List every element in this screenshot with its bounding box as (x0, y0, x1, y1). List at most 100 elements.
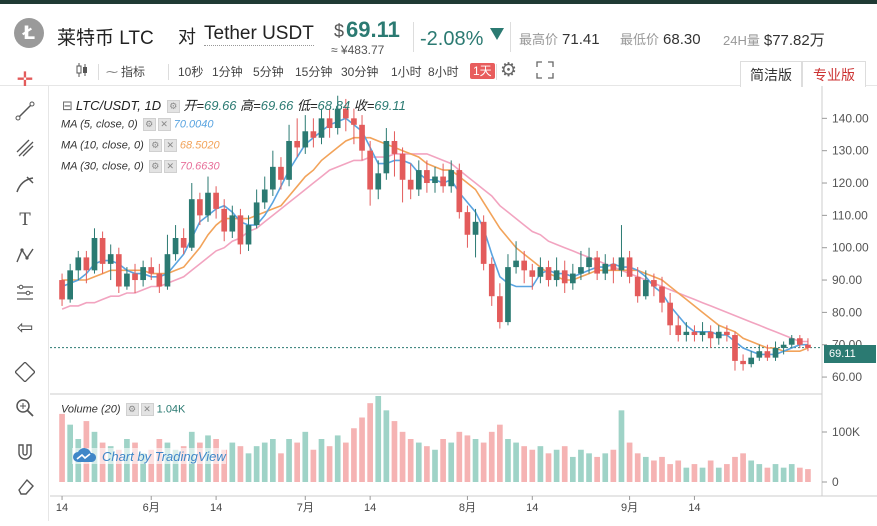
volume-bar (505, 439, 511, 482)
candle-body (634, 276, 641, 297)
price-tick-label: 130.00 (832, 144, 869, 158)
market-header: Ł 莱特币 LTC 对 Tether USDT $69.11 ≈ ¥483.77… (0, 4, 877, 58)
interval-1h[interactable]: 1小时 (391, 65, 422, 79)
volume-bar (724, 464, 730, 482)
back-arrow-icon[interactable]: ⇦ (16, 317, 34, 339)
tradingview-watermark[interactable]: Chart by TradingView (72, 448, 226, 464)
candle-body (440, 176, 446, 187)
currency-symbol: $ (334, 21, 345, 41)
text-tool-icon[interactable]: T (19, 210, 31, 230)
fullscreen-icon[interactable] (536, 61, 554, 82)
interval-30m[interactable]: 30分钟 (341, 65, 379, 79)
eraser-icon[interactable] (15, 476, 35, 496)
candle-body (67, 270, 73, 300)
chart-canvas[interactable]: 60.0070.0080.0090.00100.00110.00120.0013… (50, 86, 877, 521)
interval-15m[interactable]: 15分钟 (295, 65, 333, 79)
volume-bar (740, 453, 746, 482)
volume-bar (407, 439, 414, 482)
fib-lines-icon[interactable] (15, 138, 35, 158)
ma30-label: MA (30, close, 0) (61, 160, 144, 173)
candle-body (545, 267, 552, 281)
indicators-button[interactable]: ⁓ 指标 (106, 63, 145, 80)
candle-body (59, 280, 65, 300)
interval-1m[interactable]: 1分钟 (212, 65, 243, 79)
candle-body (205, 192, 211, 216)
candle-body (586, 257, 592, 268)
interval-8h[interactable]: 8小时 (428, 65, 459, 79)
candle-body (197, 199, 203, 216)
volume-bar (278, 453, 284, 482)
candle-body (561, 270, 568, 284)
volume-bar (748, 460, 755, 482)
candle-body (91, 238, 98, 271)
candle-type-icon[interactable] (75, 62, 89, 81)
price-tick-label: 80.00 (832, 305, 862, 319)
ma10-settings-icon[interactable]: ⚙ (148, 139, 162, 152)
candle-body (505, 267, 511, 323)
time-tick-label: 9月 (621, 502, 638, 514)
watermark-text: Chart by TradingView (102, 448, 226, 464)
candle-body (326, 118, 333, 129)
candle-body (805, 344, 811, 348)
candle-body (294, 140, 301, 148)
settings-gear-icon[interactable]: ⚙ (500, 60, 518, 81)
volume-settings-icon[interactable]: ⚙ (125, 403, 139, 416)
zoom-in-icon[interactable] (15, 398, 35, 418)
candle-body (610, 263, 617, 271)
ma30-settings-icon[interactable]: ⚙ (148, 160, 162, 173)
legend-collapse-icon[interactable]: ⊟ (62, 98, 73, 113)
volume-bar (107, 446, 114, 482)
brush-icon[interactable] (15, 174, 35, 194)
ma5-settings-icon[interactable]: ⚙ (142, 118, 156, 131)
volume-bar (383, 410, 390, 482)
legend-settings-icon[interactable]: ⚙ (166, 100, 180, 114)
indicators-label: 指标 (121, 65, 146, 79)
candle-body (788, 338, 795, 345)
interval-10s[interactable]: 10秒 (178, 65, 204, 79)
candle-body (424, 170, 430, 184)
candle-body (407, 179, 414, 190)
volume-bar (180, 446, 187, 482)
ruler-icon[interactable] (14, 361, 36, 383)
volume-bar (634, 453, 641, 482)
ma30-close-icon[interactable]: ✕ (163, 160, 177, 173)
interval-5m[interactable]: 5分钟 (253, 65, 284, 79)
pro-mode-tab[interactable]: 专业版 (802, 61, 866, 87)
quote-currency-selector[interactable]: Tether USDT (204, 23, 314, 46)
candle-body (132, 273, 138, 281)
magnet-icon[interactable] (15, 442, 35, 462)
trend-line-icon[interactable] (15, 101, 35, 121)
volume-legend: Volume (20) ⚙ ✕ 1.04K (61, 403, 185, 416)
simple-mode-tab[interactable]: 简洁版 (740, 61, 802, 87)
interval-1d[interactable]: 1天 (470, 62, 495, 79)
volume-bar (578, 449, 584, 482)
candle-body (456, 170, 463, 213)
price-tick-label: 120.00 (832, 176, 869, 190)
price-chart[interactable]: 60.0070.0080.0090.00100.00110.00120.0013… (50, 86, 877, 521)
ma5-close-icon[interactable]: ✕ (157, 118, 171, 131)
candle-body (432, 176, 438, 184)
volume-close-icon[interactable]: ✕ (140, 403, 154, 416)
candle-body (529, 270, 536, 277)
volume-bar (545, 453, 552, 482)
candle-body (375, 173, 382, 190)
candle-body (683, 331, 690, 336)
pattern-tool-icon[interactable] (15, 246, 35, 266)
candle-body (642, 280, 649, 297)
candle-body (659, 286, 665, 303)
ma5-line (61, 117, 808, 356)
candle-body (148, 267, 155, 274)
volume-bar (594, 456, 600, 482)
ma10-close-icon[interactable]: ✕ (163, 139, 177, 152)
volume-bar (805, 469, 811, 482)
candle-body (278, 166, 284, 180)
down-arrow-icon (490, 28, 504, 40)
volume-bar (148, 449, 155, 482)
measure-tool-icon[interactable] (15, 282, 35, 302)
candle-body (448, 170, 455, 187)
crosshair-icon[interactable]: ✛ (16, 69, 34, 91)
high-price-label: 最高价 (519, 32, 559, 47)
candle-body (675, 325, 682, 336)
volume-bar (399, 431, 406, 482)
candle-body (164, 254, 171, 287)
